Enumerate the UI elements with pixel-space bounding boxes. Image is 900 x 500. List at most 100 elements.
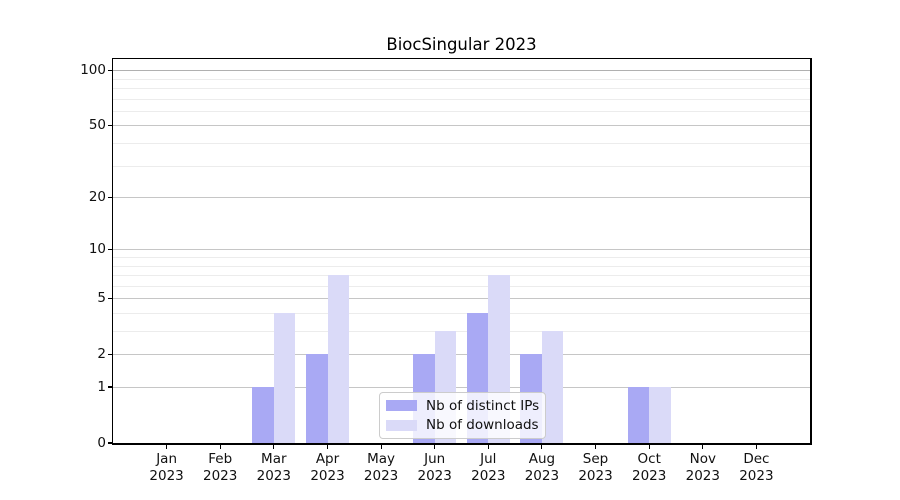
gridline-minor	[113, 110, 810, 112]
gridline-major	[113, 197, 810, 199]
x-tick-mark	[219, 444, 221, 449]
legend-label-distinct-ips: Nb of distinct IPs	[426, 397, 540, 414]
axis-spine-right	[809, 57, 812, 445]
gridline-minor	[113, 78, 810, 80]
x-tick-year: 2023	[256, 467, 291, 484]
gridline-minor	[113, 88, 810, 89]
bar-distinct-ips	[627, 387, 650, 443]
y-tick-mark	[107, 386, 112, 388]
x-tick-year: 2023	[471, 467, 506, 484]
gridline-major	[113, 354, 810, 356]
x-tick-mark	[648, 444, 650, 449]
bar-downloads	[273, 313, 296, 443]
gridline-minor	[113, 165, 810, 167]
x-tick-label: May 2023	[341, 451, 421, 484]
y-tick-label: 0	[97, 435, 106, 451]
x-tick-label: Apr 2023	[288, 451, 368, 484]
x-tick-label: Mar 2023	[234, 451, 314, 484]
gridline-minor	[113, 285, 810, 287]
legend-swatch-distinct-ips	[386, 400, 417, 412]
x-tick-label: Dec 2023	[716, 451, 796, 484]
x-tick-month: Oct	[637, 451, 661, 467]
legend-item-downloads: Nb of downloads	[386, 416, 539, 434]
x-tick-mark	[166, 444, 168, 449]
x-tick-year: 2023	[417, 467, 452, 484]
legend-label-downloads: Nb of downloads	[426, 417, 539, 434]
y-tick-mark	[107, 196, 112, 198]
bar-distinct-ips	[252, 387, 274, 443]
bar-downloads	[541, 331, 564, 443]
x-tick-year: 2023	[203, 467, 238, 484]
gridline-minor	[113, 331, 810, 332]
legend-swatch-downloads	[386, 419, 417, 431]
legend: Nb of distinct IPs Nb of downloads	[379, 392, 546, 439]
x-tick-mark	[380, 444, 382, 449]
y-tick-mark	[107, 124, 112, 126]
x-tick-mark	[434, 444, 436, 449]
y-tick-label: 50	[88, 117, 106, 134]
y-tick-label: 100	[80, 62, 106, 79]
x-tick-year: 2023	[149, 467, 184, 484]
x-tick-mark	[326, 444, 329, 449]
x-tick-label: Jul 2023	[448, 451, 528, 484]
gridline-major	[113, 298, 810, 300]
chart-title: BiocSingular 2023	[386, 35, 537, 54]
gridline-major	[113, 125, 810, 127]
x-tick-label: Jan 2023	[127, 451, 207, 484]
bar-downloads	[649, 387, 671, 443]
x-tick-mark	[273, 444, 275, 449]
gridline-minor	[113, 143, 810, 144]
x-tick-mark	[487, 444, 489, 449]
x-tick-year: 2023	[310, 467, 345, 484]
plot-area	[111, 57, 812, 445]
x-tick-label: Aug 2023	[502, 451, 582, 484]
x-tick-month: Mar	[261, 451, 287, 467]
x-tick-month: Jun	[424, 451, 446, 467]
x-tick-month: Feb	[208, 451, 233, 467]
x-tick-label: Feb 2023	[180, 451, 260, 484]
y-tick-mark	[107, 248, 112, 250]
x-tick-month: Dec	[743, 451, 770, 467]
x-tick-year: 2023	[524, 467, 560, 484]
x-tick-mark	[755, 444, 757, 449]
bar-distinct-ips	[306, 354, 328, 443]
y-tick-label: 1	[97, 379, 106, 395]
x-tick-month: Apr	[315, 451, 340, 467]
y-tick-label: 5	[97, 290, 106, 307]
x-tick-year: 2023	[363, 467, 399, 484]
y-tick-mark	[107, 297, 112, 299]
axis-spine-left	[111, 57, 114, 445]
x-tick-month: Jul	[480, 451, 497, 467]
gridline-major	[113, 387, 810, 388]
x-tick-month: Sep	[582, 451, 609, 467]
y-tick-mark	[107, 353, 112, 355]
y-tick-label: 10	[88, 241, 106, 258]
y-tick-label: 20	[88, 189, 106, 206]
gridline-major	[113, 70, 810, 72]
x-tick-year: 2023	[739, 467, 774, 484]
x-tick-mark	[702, 444, 704, 449]
gridline-minor	[113, 275, 810, 276]
gridline-major	[113, 249, 810, 251]
x-tick-mark	[541, 444, 543, 449]
axis-spine-bottom	[111, 443, 812, 445]
x-tick-label: Jun 2023	[395, 451, 475, 484]
axis-spine-top	[111, 57, 812, 60]
x-tick-label: Oct 2023	[609, 451, 689, 484]
x-tick-year: 2023	[578, 467, 613, 484]
x-tick-mark	[594, 444, 597, 449]
x-tick-month: Nov	[689, 451, 716, 467]
y-tick-mark	[107, 69, 112, 71]
x-tick-month: Aug	[528, 451, 556, 467]
legend-item-distinct-ips: Nb of distinct IPs	[386, 397, 539, 415]
gridline-minor	[113, 98, 810, 100]
x-tick-label: Sep 2023	[556, 451, 636, 484]
bar-downloads	[327, 275, 349, 443]
x-tick-year: 2023	[685, 467, 720, 484]
x-tick-year: 2023	[632, 467, 667, 484]
gridline-minor	[113, 313, 810, 314]
gridline-minor	[113, 265, 810, 267]
x-tick-month: May	[367, 451, 396, 467]
y-tick-mark	[107, 442, 112, 444]
gridline-minor	[113, 257, 810, 258]
